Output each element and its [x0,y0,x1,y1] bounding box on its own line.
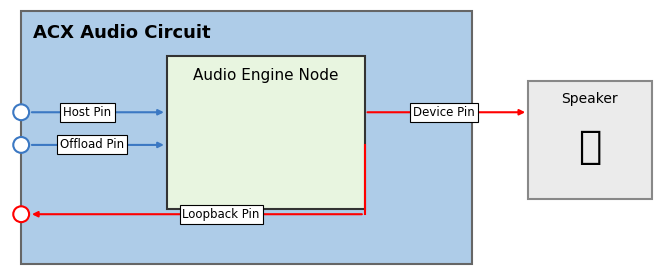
Text: ACX Audio Circuit: ACX Audio Circuit [33,24,210,42]
Text: Device Pin: Device Pin [413,106,475,119]
Bar [528,81,652,199]
Text: Loopback Pin: Loopback Pin [182,208,260,221]
Bar [21,11,472,264]
Bar [166,56,365,209]
Text: Audio Engine Node: Audio Engine Node [193,68,338,83]
Text: Offload Pin: Offload Pin [61,138,125,152]
Text: 🔊: 🔊 [577,128,601,166]
Circle shape [13,137,29,153]
Circle shape [13,104,29,120]
Text: Host Pin: Host Pin [63,106,112,119]
Circle shape [13,206,29,222]
Text: Speaker: Speaker [561,92,617,106]
